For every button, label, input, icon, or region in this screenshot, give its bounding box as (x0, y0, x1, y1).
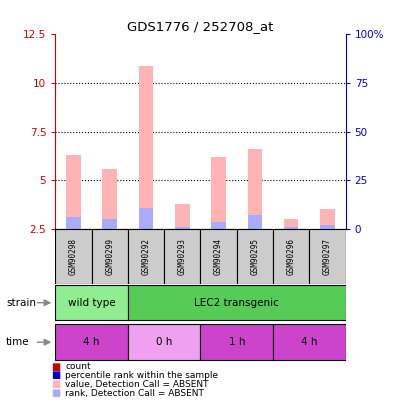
Text: GSM90294: GSM90294 (214, 238, 223, 275)
Bar (320, 209, 335, 229)
Bar (284, 219, 299, 229)
Bar (55, 324, 128, 360)
Bar (66, 155, 81, 229)
Text: time: time (6, 337, 30, 347)
Bar (211, 157, 226, 229)
Bar (55, 229, 92, 284)
Text: GSM90296: GSM90296 (287, 238, 296, 275)
Text: LEC2 transgenic: LEC2 transgenic (194, 298, 279, 308)
Bar (309, 229, 346, 284)
Text: GSM90297: GSM90297 (323, 238, 332, 275)
Bar (200, 229, 237, 284)
Bar (102, 168, 117, 229)
Bar (248, 149, 262, 229)
Bar (273, 324, 346, 360)
Bar (284, 227, 299, 229)
Text: strain: strain (6, 298, 36, 308)
Bar (128, 286, 346, 320)
Text: ■: ■ (51, 388, 60, 398)
Text: count: count (65, 362, 91, 371)
Bar (164, 229, 201, 284)
Bar (55, 286, 128, 320)
Text: 4 h: 4 h (83, 337, 100, 347)
Bar (102, 219, 117, 229)
Text: percentile rank within the sample: percentile rank within the sample (65, 371, 218, 380)
Bar (92, 229, 128, 284)
Bar (128, 229, 164, 284)
Bar (175, 204, 190, 229)
Bar (175, 227, 190, 229)
Text: ■: ■ (51, 379, 60, 389)
Bar (201, 324, 273, 360)
Text: GSM90298: GSM90298 (69, 238, 78, 275)
Bar (128, 324, 200, 360)
Bar (248, 215, 262, 229)
Bar (273, 229, 309, 284)
Title: GDS1776 / 252708_at: GDS1776 / 252708_at (127, 20, 274, 33)
Text: GSM90295: GSM90295 (250, 238, 260, 275)
Bar (139, 209, 153, 229)
Text: ■: ■ (51, 362, 60, 371)
Bar (237, 229, 273, 284)
Text: ■: ■ (51, 371, 60, 380)
Bar (211, 222, 226, 229)
Text: 1 h: 1 h (228, 337, 245, 347)
Bar (139, 66, 153, 229)
Text: rank, Detection Call = ABSENT: rank, Detection Call = ABSENT (65, 389, 204, 398)
Text: 0 h: 0 h (156, 337, 172, 347)
Text: value, Detection Call = ABSENT: value, Detection Call = ABSENT (65, 380, 209, 389)
Text: 4 h: 4 h (301, 337, 318, 347)
Text: GSM90292: GSM90292 (141, 238, 150, 275)
Bar (66, 217, 81, 229)
Text: GSM90293: GSM90293 (178, 238, 187, 275)
Bar (320, 224, 335, 229)
Text: GSM90299: GSM90299 (105, 238, 114, 275)
Text: wild type: wild type (68, 298, 115, 308)
